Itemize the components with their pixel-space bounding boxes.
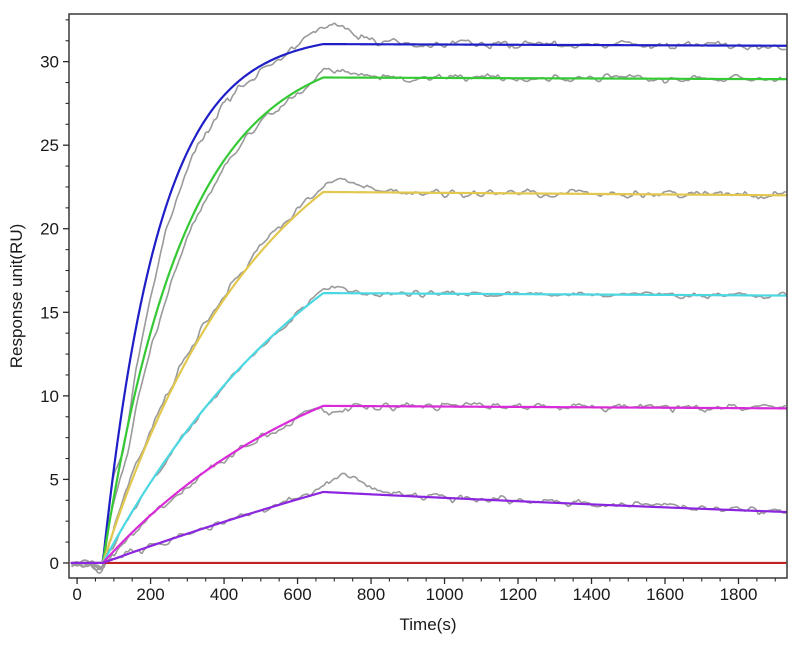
x-tick-label: 400 bbox=[210, 585, 238, 604]
y-tick-label: 10 bbox=[40, 387, 59, 406]
y-tick-label: 0 bbox=[50, 554, 59, 573]
x-tick-label: 600 bbox=[283, 585, 311, 604]
fit-curve-cyan bbox=[70, 291, 787, 565]
fit-curve-blue bbox=[70, 42, 787, 565]
x-tick-label: 800 bbox=[357, 585, 385, 604]
y-tick-label: 20 bbox=[40, 220, 59, 239]
fit-curve-green bbox=[70, 76, 787, 565]
fit-curve-purple bbox=[70, 490, 787, 565]
x-tick-label: 1200 bbox=[499, 585, 537, 604]
x-tick-label: 1000 bbox=[426, 585, 464, 604]
x-axis-title: Time(s) bbox=[399, 615, 457, 634]
x-tick-label: 200 bbox=[136, 585, 164, 604]
y-tick-label: 25 bbox=[40, 136, 59, 155]
raw-trace-green bbox=[71, 67, 787, 574]
raw-trace-purple bbox=[71, 472, 787, 572]
x-tick-label: 1800 bbox=[720, 585, 758, 604]
plot-frame bbox=[68, 13, 788, 579]
raw-trace-magenta bbox=[71, 401, 786, 570]
y-tick-label: 30 bbox=[40, 53, 59, 72]
y-axis-title: Response unit(RU) bbox=[7, 223, 26, 369]
y-tick-label: 5 bbox=[50, 470, 59, 489]
raw-trace-blue bbox=[71, 22, 786, 569]
x-tick-label: 0 bbox=[72, 585, 81, 604]
fit-curves-group bbox=[70, 42, 787, 565]
fit-curve-magenta bbox=[70, 404, 787, 565]
x-tick-label: 1400 bbox=[573, 585, 611, 604]
fit-curve-yellow bbox=[70, 190, 787, 565]
raw-trace-cyan bbox=[71, 285, 787, 569]
y-tick-label: 15 bbox=[40, 303, 59, 322]
x-tick-label: 1600 bbox=[646, 585, 684, 604]
